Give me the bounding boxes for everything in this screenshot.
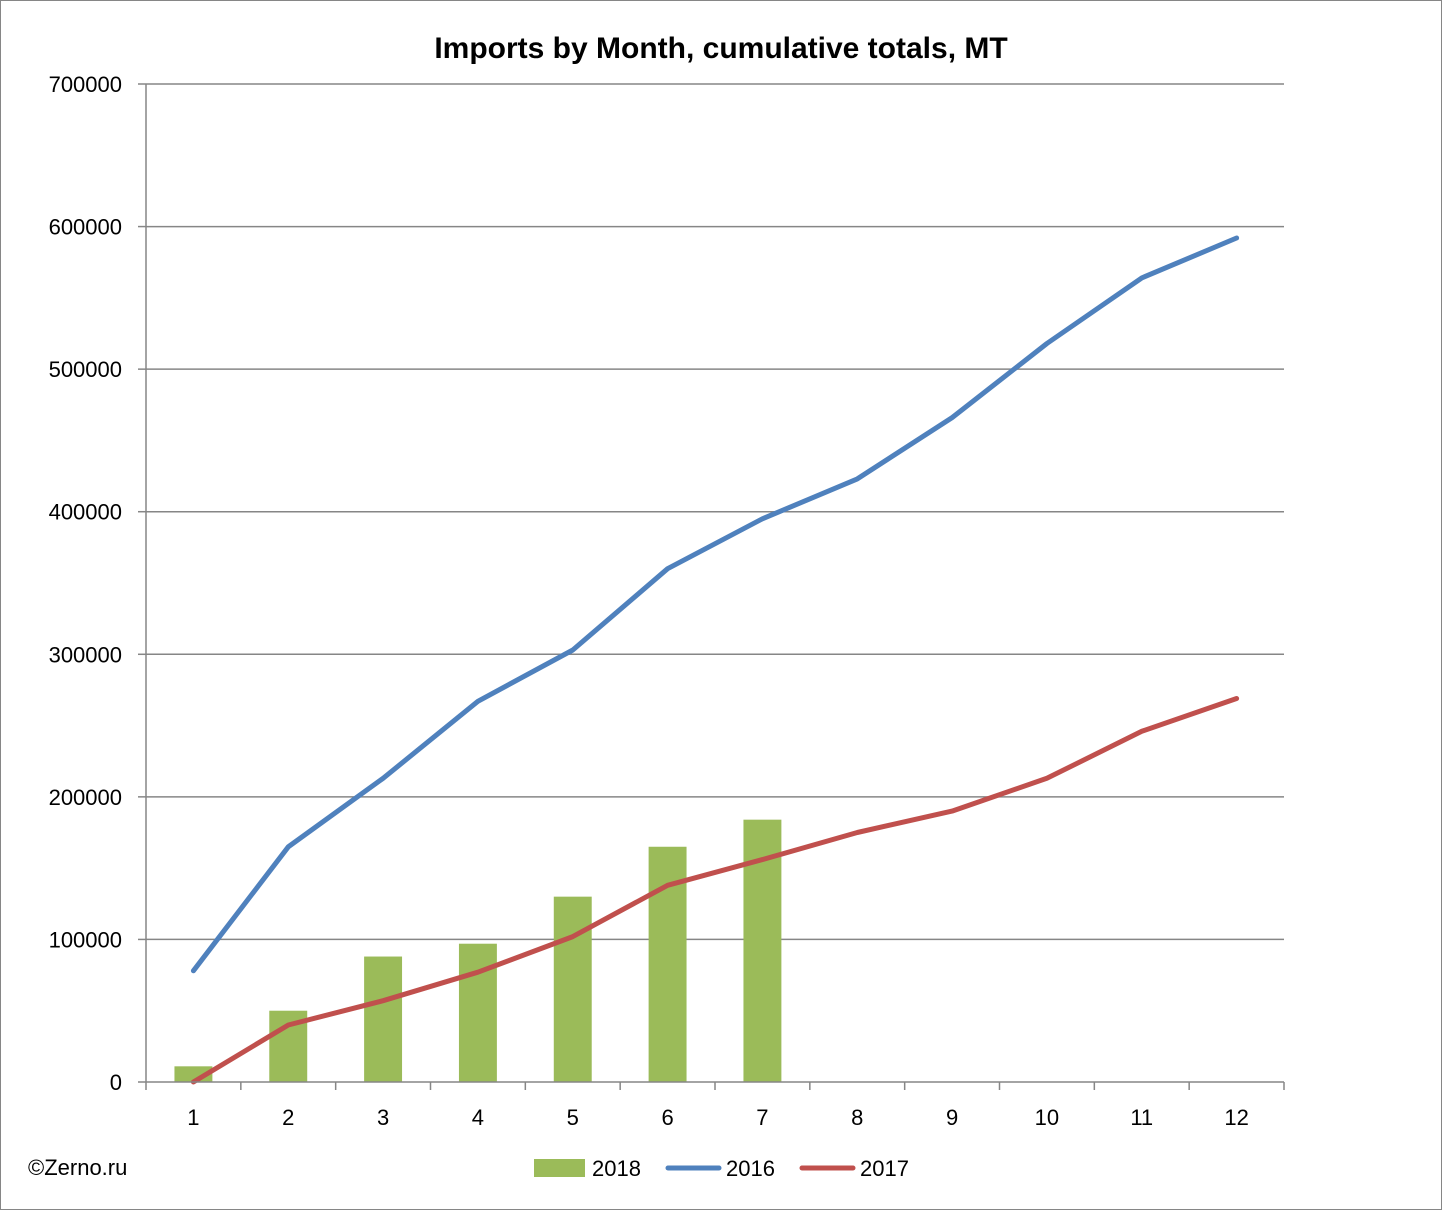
chart-title: Imports by Month, cumulative totals, MT (434, 32, 1007, 65)
x-tick-label: 1 (187, 1105, 199, 1130)
y-tick-label: 400000 (49, 500, 122, 525)
line-2017 (190, 696, 1240, 1085)
x-tick-label: 3 (377, 1105, 389, 1130)
x-tick-label: 9 (946, 1105, 958, 1130)
legend: 2018 2016 2017 (534, 1156, 909, 1181)
y-tick-label: 500000 (49, 357, 122, 382)
x-tick-label: 8 (851, 1105, 863, 1130)
y-tick-label: 0 (110, 1070, 122, 1095)
x-tick-label: 4 (472, 1105, 484, 1130)
x-tick-label: 5 (567, 1105, 579, 1130)
legend-label-2017: 2017 (860, 1156, 909, 1181)
gridlines (146, 83, 1284, 941)
line-series (190, 235, 1240, 1085)
x-tick-label: 7 (756, 1105, 768, 1130)
x-tick-label: 6 (661, 1105, 673, 1130)
legend-swatch-2018 (534, 1159, 585, 1177)
y-tick-label: 600000 (49, 215, 122, 240)
y-tick-label: 700000 (49, 72, 122, 97)
y-tick-label: 200000 (49, 785, 122, 810)
y-tick-label: 100000 (49, 927, 122, 952)
x-tick-label: 10 (1035, 1105, 1059, 1130)
line-2016 (190, 235, 1240, 974)
legend-label-2018: 2018 (592, 1156, 641, 1181)
y-tick-label: 300000 (49, 642, 122, 667)
x-tick-label: 12 (1224, 1105, 1248, 1130)
bar-series-2018 (174, 819, 782, 1082)
bar-2018-4 (458, 943, 497, 1082)
credit-text: ©Zerno.ru (28, 1155, 127, 1180)
legend-label-2016: 2016 (726, 1156, 775, 1181)
axes: 0 100000 200000 300000 400000 500000 600000 700… (49, 72, 1285, 1130)
bar-2018-5 (553, 896, 592, 1082)
bar-2018-3 (364, 956, 403, 1082)
x-tick-label: 11 (1130, 1105, 1153, 1130)
x-tick-label: 2 (282, 1105, 294, 1130)
